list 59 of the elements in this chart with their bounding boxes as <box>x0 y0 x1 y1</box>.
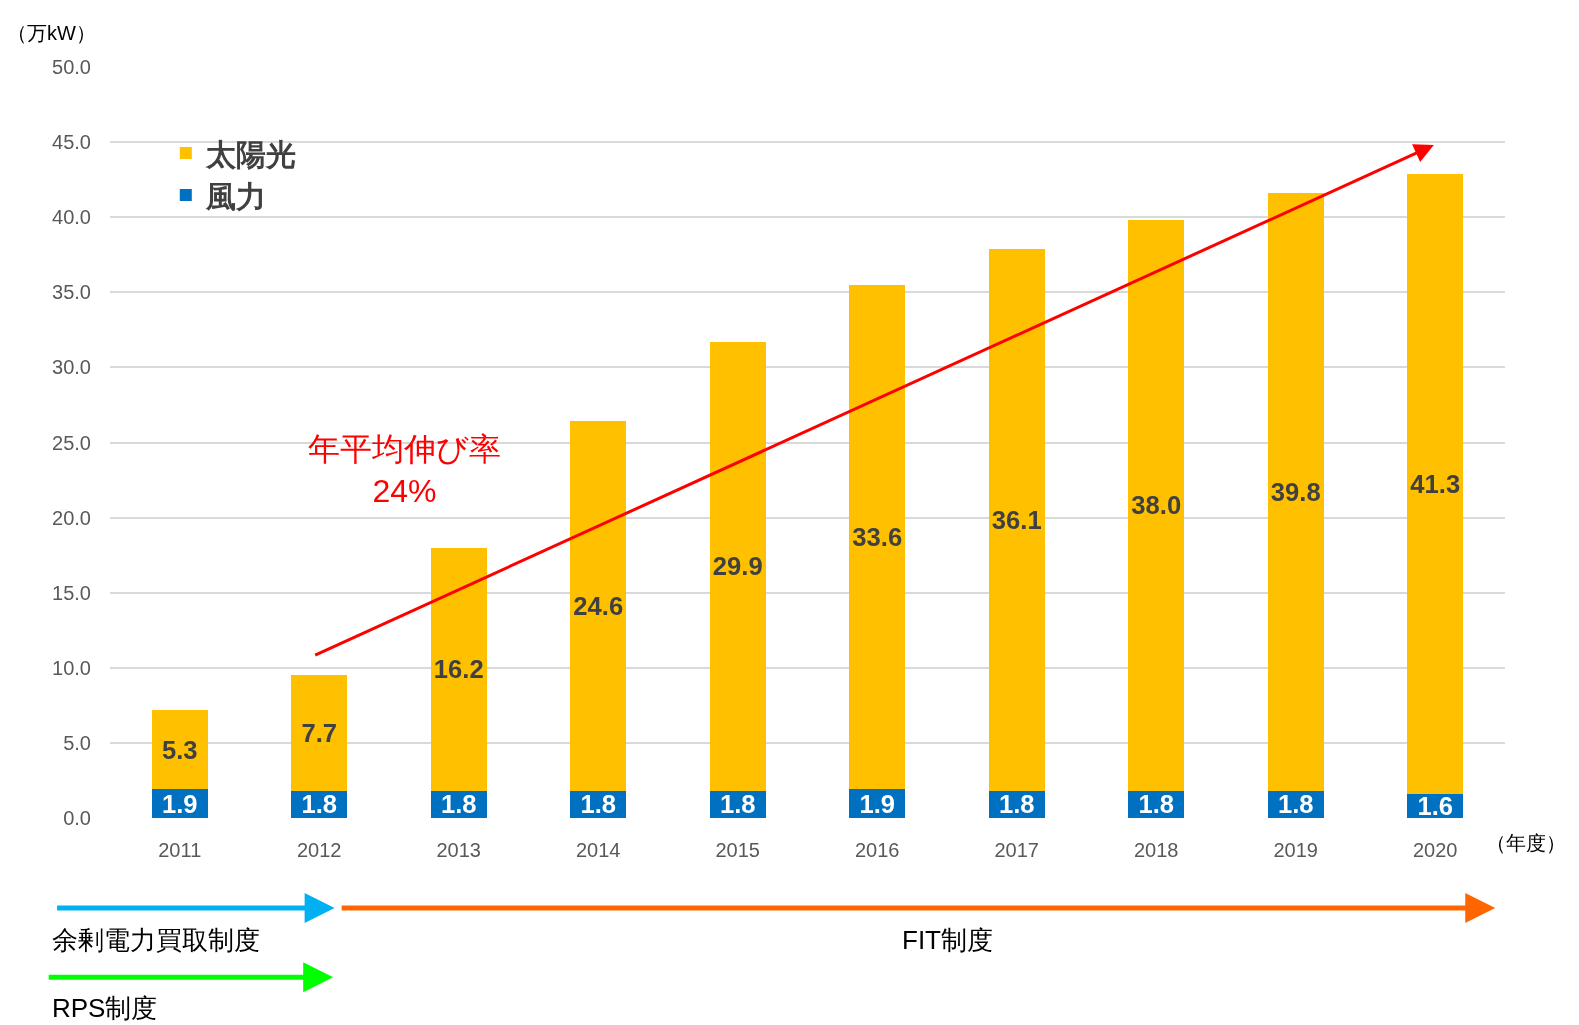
bar <box>1128 220 1185 791</box>
y-tick-label: 35.0 <box>52 281 91 304</box>
bar <box>570 421 627 791</box>
bar <box>1267 193 1324 791</box>
x-axis-title: （年度） <box>1486 832 1566 854</box>
data-label: 1.8 <box>998 790 1035 819</box>
y-tick-label: 15.0 <box>52 581 91 604</box>
bar <box>291 675 348 791</box>
text: FIT制度 <box>902 925 993 955</box>
x-tick-label: 2020 <box>1413 839 1458 861</box>
x-tick-label: 2011 <box>158 839 202 861</box>
x-tick-label: 2012 <box>297 839 342 861</box>
data-label: 16.2 <box>433 655 484 684</box>
data-label: 1.8 <box>719 790 756 819</box>
data-label: 1.8 <box>1138 790 1175 819</box>
x-tick-label: 2014 <box>576 839 621 861</box>
y-tick-label: 20.0 <box>52 506 91 529</box>
legend-label: 風力 <box>204 179 266 213</box>
y-tick-label: 0.0 <box>63 807 91 829</box>
y-tick-label: 30.0 <box>52 356 91 379</box>
data-label: 29.9 <box>712 552 763 581</box>
data-label: 1.8 <box>301 790 338 819</box>
y-tick-label: 45.0 <box>52 131 91 154</box>
y-tick-label: 40.0 <box>52 206 91 229</box>
y-tick-label: 25.0 <box>52 431 91 454</box>
data-label: 36.1 <box>991 505 1042 534</box>
data-label: 1.8 <box>440 790 477 819</box>
bar <box>151 709 208 790</box>
bar <box>849 284 906 790</box>
x-tick-label: 2016 <box>855 839 900 861</box>
x-tick-label: 2013 <box>436 839 481 861</box>
text: RPS制度 <box>52 993 158 1023</box>
x-tick-label: 2019 <box>1273 839 1318 861</box>
x-tick-label: 2017 <box>994 839 1039 861</box>
data-label: 24.6 <box>573 592 624 621</box>
x-tick-label: 2018 <box>1134 839 1179 861</box>
y-axis-title: （万kW） <box>7 22 96 44</box>
data-label: 1.8 <box>580 790 617 819</box>
text: 余剰電力買取制度 <box>52 925 260 955</box>
bar <box>988 248 1045 791</box>
annotation: 年平均伸び率 24% <box>308 431 501 509</box>
bar <box>1407 173 1464 794</box>
data-label: 1.6 <box>1417 791 1454 820</box>
bar <box>430 547 487 791</box>
data-label: 41.3 <box>1410 469 1461 498</box>
data-label: 5.3 <box>161 735 198 764</box>
x-tick-label: 2015 <box>715 839 760 861</box>
data-label: 39.8 <box>1270 477 1321 506</box>
legend-label: 太陽光 <box>204 137 296 171</box>
data-label: 1.9 <box>161 789 198 818</box>
data-label: 38.0 <box>1131 491 1182 520</box>
y-tick-label: 10.0 <box>52 656 91 679</box>
y-tick-label: 50.0 <box>52 56 91 78</box>
data-label: 33.6 <box>852 522 903 551</box>
y-tick-label: 5.0 <box>63 731 91 754</box>
data-label: 1.8 <box>1277 790 1314 819</box>
data-label: 1.9 <box>859 789 896 818</box>
bar <box>709 341 766 791</box>
data-label: 7.7 <box>301 718 338 747</box>
